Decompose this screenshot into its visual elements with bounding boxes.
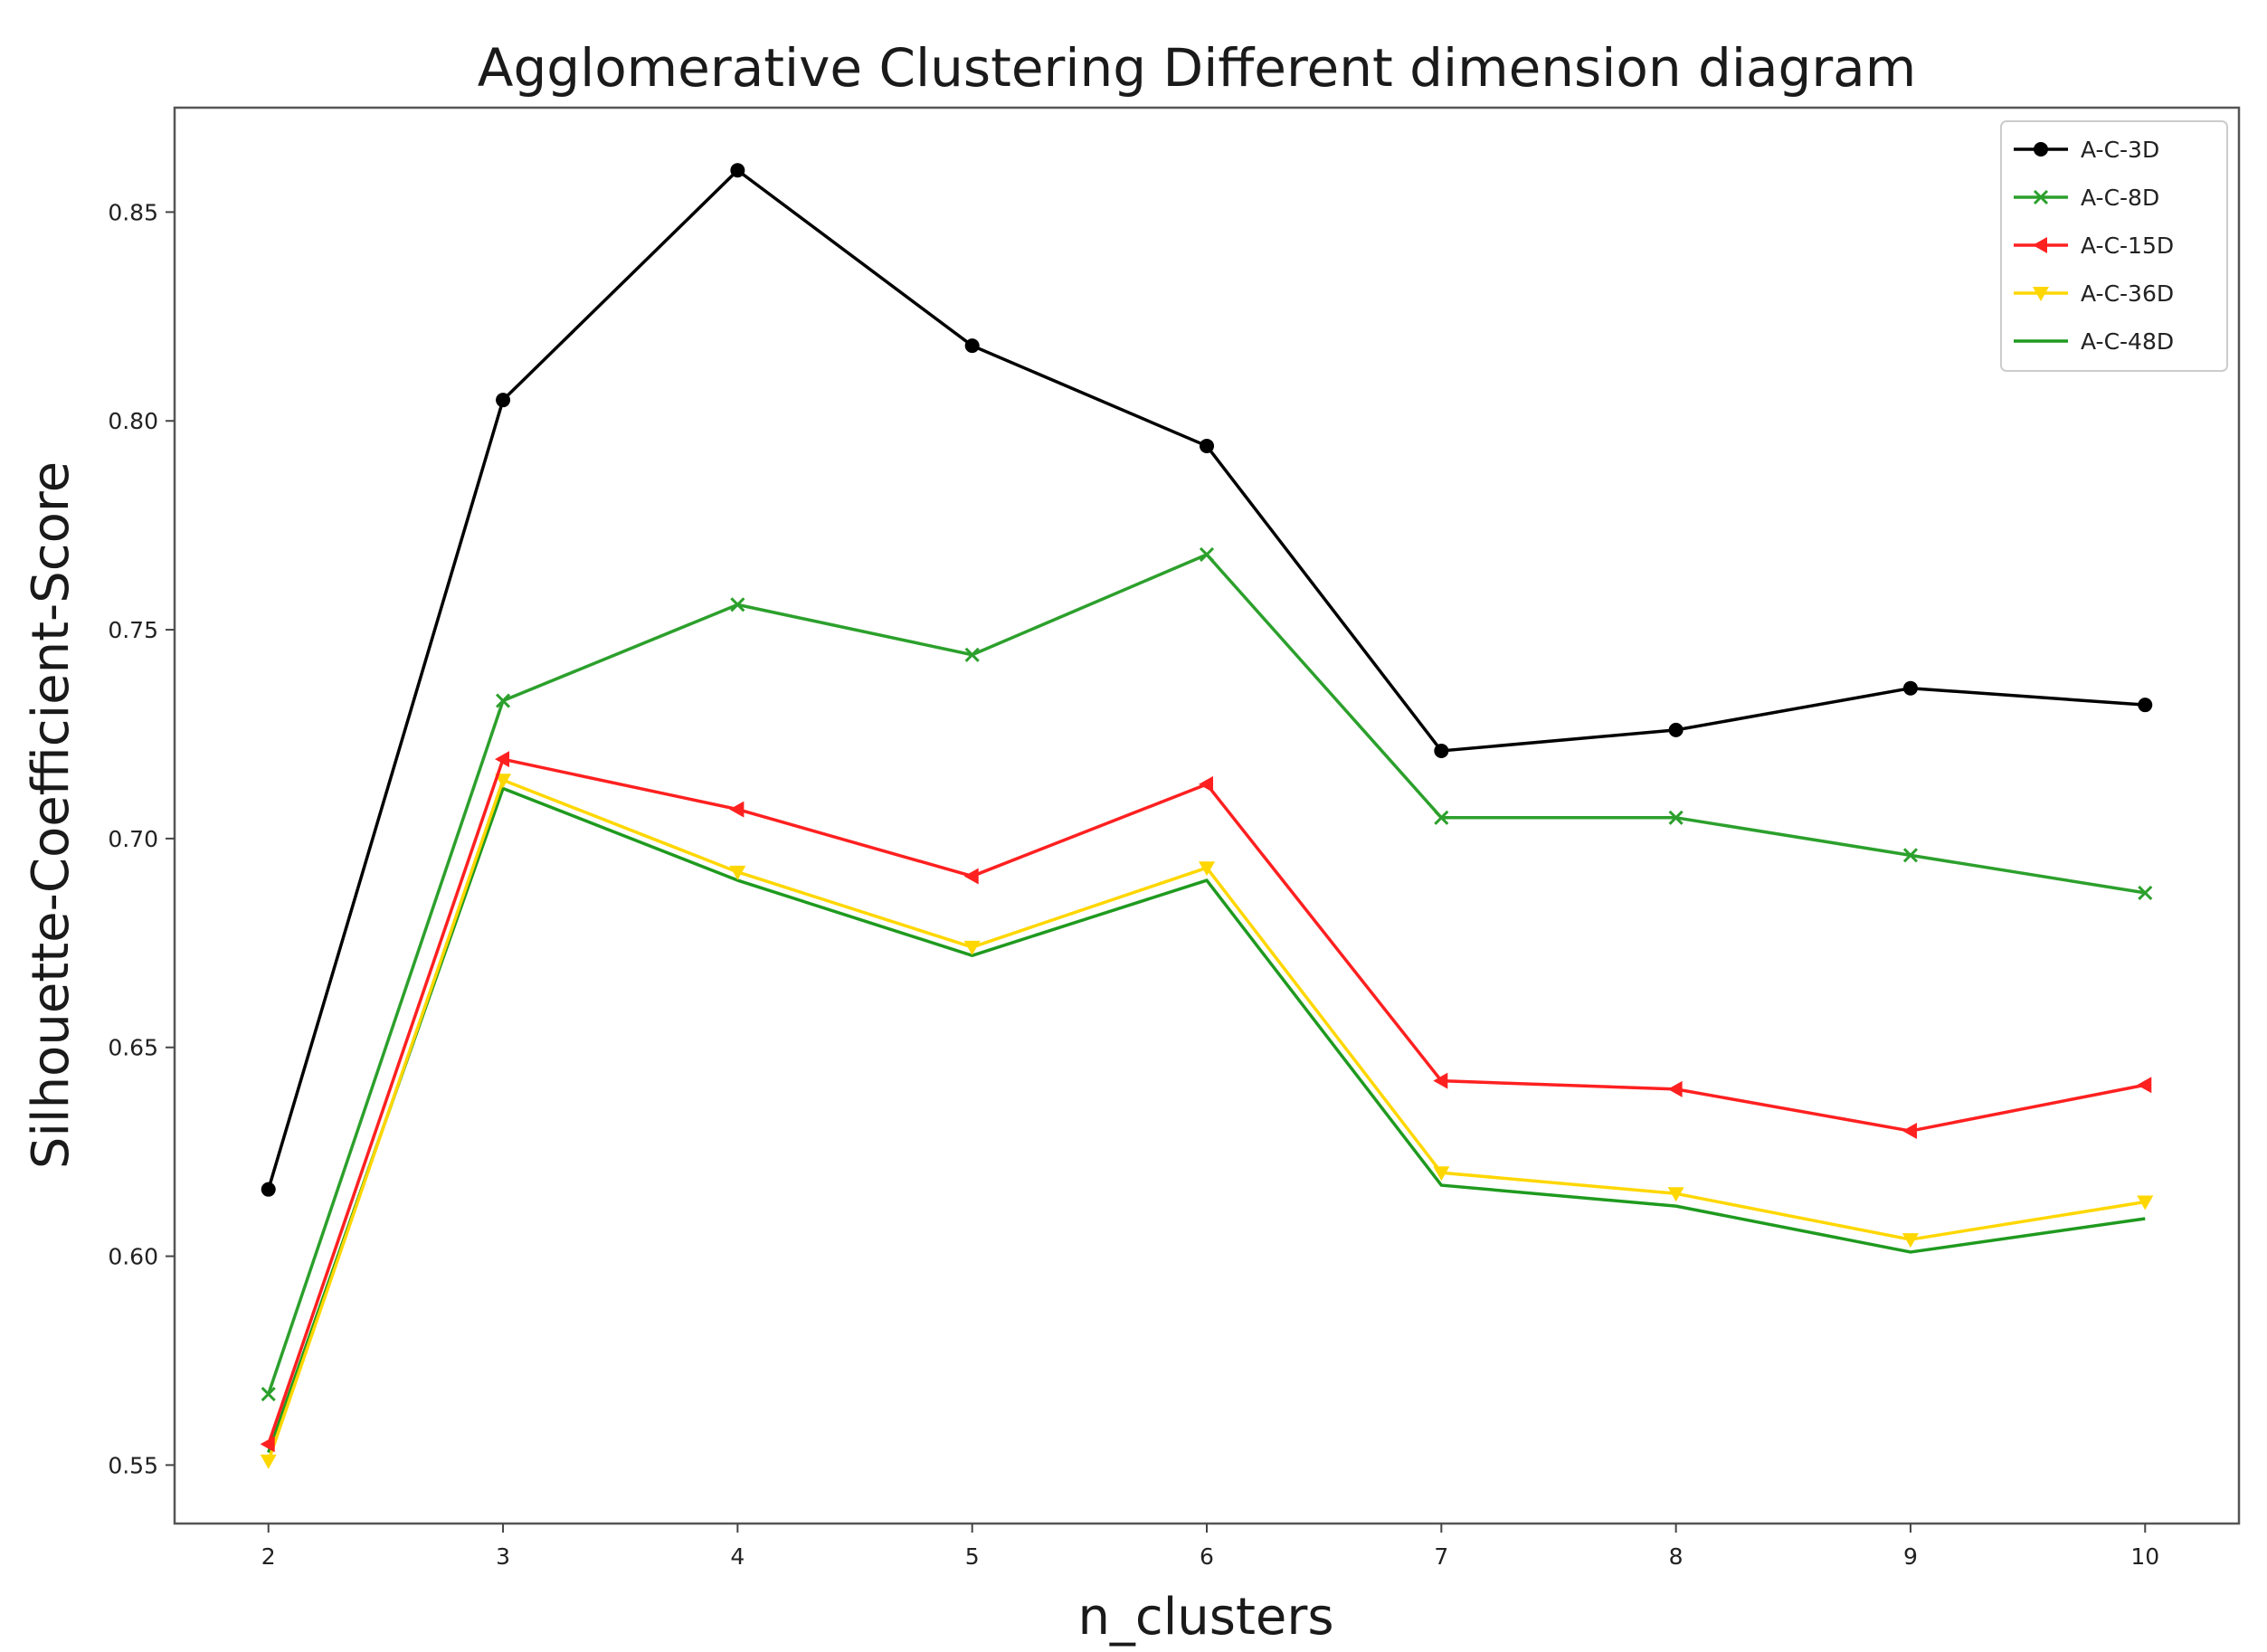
data-point — [2137, 1195, 2154, 1211]
legend-label: A-C-36D — [2081, 280, 2174, 307]
data-point — [495, 693, 511, 708]
series-a-c-8d — [261, 546, 2153, 1401]
y-axis-label: Silhouette-Coefficient-Score — [22, 461, 81, 1169]
y-tick-label: 0.65 — [108, 1035, 158, 1061]
y-tick-label: 0.55 — [108, 1452, 158, 1478]
data-point — [1667, 1080, 1683, 1097]
y-tick-label: 0.80 — [108, 408, 158, 434]
data-point — [261, 1182, 276, 1197]
data-point — [261, 1386, 276, 1401]
x-tick-label: 8 — [1669, 1543, 1684, 1570]
x-tick-label: 6 — [1200, 1543, 1214, 1570]
data-point — [495, 751, 510, 768]
y-tick-label: 0.75 — [108, 617, 158, 643]
x-tick-label: 9 — [1903, 1543, 1918, 1570]
data-point — [1667, 1187, 1684, 1202]
legend-item: A-C-15D — [2014, 233, 2174, 259]
legend-item: A-C-3D — [2014, 137, 2159, 163]
legend-label: A-C-15D — [2081, 233, 2174, 259]
data-point — [2138, 885, 2153, 900]
data-point — [1902, 1233, 1919, 1248]
series-layer — [260, 163, 2154, 1469]
data-point — [1902, 848, 1919, 863]
y-axis-ticks: 0.55 0.60 0.65 0.70 0.75 0.80 0.85 — [108, 199, 175, 1478]
x-tick-label: 10 — [2130, 1543, 2159, 1570]
legend-marker — [2033, 237, 2047, 253]
data-point — [1902, 680, 1918, 696]
legend-label: A-C-48D — [2081, 328, 2174, 355]
data-point — [963, 940, 981, 955]
data-point — [1433, 1166, 1450, 1182]
x-tick-label: 5 — [965, 1543, 980, 1570]
series-a-c-15d — [260, 751, 2152, 1453]
x-tick-label: 4 — [730, 1543, 745, 1570]
y-tick-label: 0.60 — [108, 1244, 158, 1270]
x-tick-label: 7 — [1434, 1543, 1448, 1570]
series-line — [267, 553, 2146, 1395]
data-point — [1199, 546, 1215, 563]
data-point — [1668, 810, 1684, 825]
x-axis-label: n_clusters — [1077, 1588, 1333, 1647]
legend-box — [2000, 120, 2228, 372]
data-point — [964, 647, 980, 662]
data-point — [1433, 1072, 1448, 1089]
series-a-c-48d — [267, 786, 2146, 1454]
data-point — [495, 774, 512, 789]
legend-label: A-C-8D — [2081, 185, 2159, 211]
y-tick-label: 0.70 — [108, 826, 158, 852]
legend-item: A-C-48D — [2014, 328, 2174, 355]
data-point — [730, 163, 745, 178]
legend-label: A-C-3D — [2081, 137, 2159, 163]
data-point — [260, 1436, 275, 1453]
data-point — [1434, 743, 1449, 758]
legend-item: A-C-8D — [2014, 185, 2159, 211]
data-point — [1199, 861, 1215, 877]
y-tick-label: 0.85 — [108, 199, 158, 225]
legend: A-C-3D A-C-8D A-C-15D A-C-36D A-C-48D — [2000, 120, 2228, 372]
x-tick-label: 2 — [261, 1543, 276, 1570]
data-point — [2138, 698, 2153, 713]
data-point — [1200, 438, 1214, 453]
series-a-c-3d — [261, 163, 2153, 1197]
series-a-c-36d — [260, 774, 2154, 1469]
data-point — [729, 801, 745, 818]
data-point — [729, 865, 746, 880]
data-point — [1668, 722, 1684, 737]
series-line — [267, 786, 2146, 1454]
data-point — [260, 1454, 277, 1469]
x-axis-ticks: 2 3 4 5 6 7 8 9 10 — [261, 1524, 2159, 1570]
data-point — [964, 338, 980, 354]
data-point — [963, 868, 979, 885]
data-point — [1434, 810, 1449, 825]
legend-marker — [2033, 189, 2049, 205]
data-point — [2137, 1077, 2152, 1094]
data-point — [1199, 775, 1213, 793]
data-point — [730, 597, 745, 612]
chart-title: Agglomerative Clustering Different dimen… — [478, 37, 1916, 99]
legend-marker — [2033, 287, 2049, 301]
legend-marker — [2034, 142, 2048, 157]
data-point — [1902, 1123, 1917, 1140]
legend-item: A-C-36D — [2014, 280, 2174, 307]
x-tick-label: 3 — [496, 1543, 510, 1570]
data-point — [496, 393, 511, 408]
